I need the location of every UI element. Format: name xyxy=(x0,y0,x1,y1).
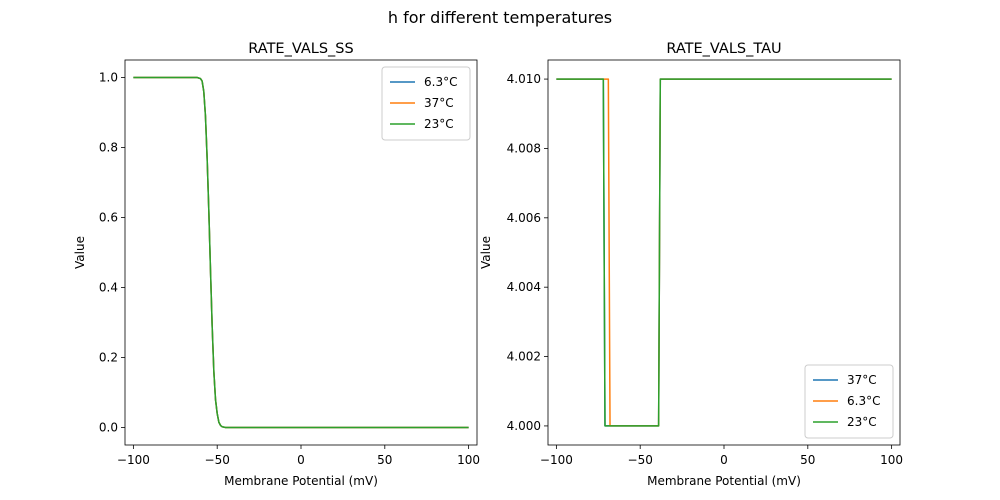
y-tick-label: 0.2 xyxy=(99,351,118,365)
x-tick-label: 100 xyxy=(880,453,903,467)
axes-title: RATE_VALS_TAU xyxy=(666,41,781,57)
figure-suptitle: h for different temperatures xyxy=(388,8,612,27)
y-axis-label: Value xyxy=(73,236,87,269)
x-tick-label: −50 xyxy=(205,453,230,467)
y-tick-label: 0.4 xyxy=(99,281,118,295)
legend: 6.3°C 37°C 23°C xyxy=(381,66,471,141)
y-tick-label: 0.6 xyxy=(99,211,118,225)
y-tick-label: 4.002 xyxy=(507,350,541,364)
y-tick-label: 4.010 xyxy=(507,72,541,86)
legend-label: 23°C xyxy=(424,117,454,131)
x-tick-label: 100 xyxy=(457,453,480,467)
y-axis-label: Value xyxy=(479,236,493,269)
legend-label: 23°C xyxy=(847,415,877,429)
y-tick-label: 1.0 xyxy=(99,71,118,85)
x-axis-label: Membrane Potential (mV) xyxy=(224,474,378,488)
x-tick-label: −100 xyxy=(117,453,150,467)
y-tick-label: 0.0 xyxy=(99,421,118,435)
y-tick-label: 4.008 xyxy=(507,141,541,155)
series-line-23-c xyxy=(556,78,892,427)
x-tick-label: 0 xyxy=(720,453,728,467)
legend-label: 37°C xyxy=(847,373,877,387)
axes-title: RATE_VALS_SS xyxy=(248,41,353,57)
y-tick-label: 0.8 xyxy=(99,141,118,155)
y-tick-label: 4.006 xyxy=(507,211,541,225)
x-tick-label: 0 xyxy=(297,453,305,467)
legend-box xyxy=(804,364,894,439)
series-lines xyxy=(556,78,892,427)
series-lines xyxy=(133,76,469,429)
x-tick-label: 50 xyxy=(377,453,392,467)
x-tick-label: −50 xyxy=(628,453,653,467)
legend: 37°C 6.3°C 23°C xyxy=(804,364,894,439)
y-tick-label: 4.000 xyxy=(507,419,541,433)
legend-label: 6.3°C xyxy=(847,394,880,408)
x-tick-label: −100 xyxy=(540,453,573,467)
x-axis-label: Membrane Potential (mV) xyxy=(647,474,801,488)
chart-panel-rate-vals-tau: −100 −50 0 50 100 4.000 4.002 4.004 4.006 4.008 4.… xyxy=(479,41,903,488)
legend-label: 37°C xyxy=(424,96,454,110)
chart-panel-rate-vals-ss: −100 −50 0 50 100 0.0 0.2 0.4 0.6 0.8 1.0 RATE_VALS… xyxy=(73,41,480,488)
series-line-23-c xyxy=(133,76,469,429)
legend-box xyxy=(381,66,471,141)
legend-label: 6.3°C xyxy=(424,75,457,89)
x-tick-label: 50 xyxy=(800,453,815,467)
y-tick-label: 4.004 xyxy=(507,280,541,294)
